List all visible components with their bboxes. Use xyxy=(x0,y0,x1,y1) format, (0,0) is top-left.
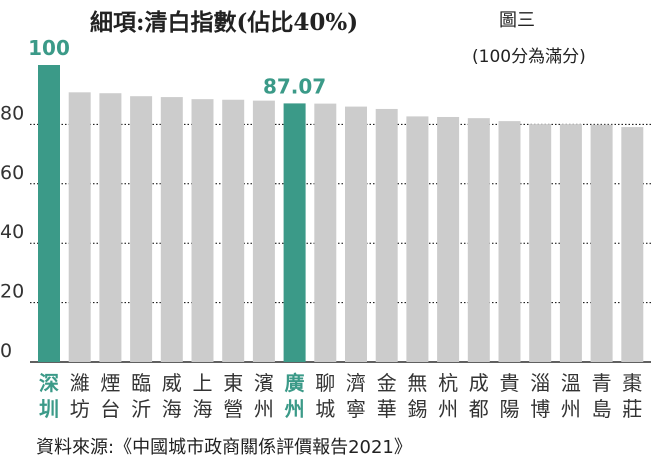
bar-聊城 xyxy=(314,103,337,363)
x-tick-label: 州 xyxy=(285,397,305,421)
y-tick-label: 20 xyxy=(0,281,24,303)
bar-上海 xyxy=(191,99,214,362)
x-tick-label: 東 xyxy=(223,371,243,395)
x-tick-label: 州 xyxy=(254,397,274,421)
y-tick-label: 0 xyxy=(0,340,12,362)
x-tick-label: 海 xyxy=(162,397,182,421)
x-tick-label: 上 xyxy=(193,371,213,395)
x-tick-label: 成 xyxy=(469,371,489,395)
x-tick-label: 深 xyxy=(39,371,59,395)
bar-廣州 xyxy=(283,103,306,362)
x-tick-label: 都 xyxy=(469,397,489,421)
bar-濰坊 xyxy=(68,92,91,362)
x-tick-label: 圳 xyxy=(39,397,59,421)
bar-煙台 xyxy=(99,93,122,362)
bar-貴陽 xyxy=(498,121,521,363)
bar-溫州 xyxy=(559,124,582,362)
bar-深圳 xyxy=(38,65,60,362)
scale-note: (100分為滿分) xyxy=(472,47,586,67)
x-tick-label: 錫 xyxy=(407,397,427,421)
x-tick-label: 寧 xyxy=(346,397,366,421)
x-tick-label: 廣 xyxy=(285,371,305,395)
x-tick-label: 濱 xyxy=(254,371,274,395)
x-tick-label: 海 xyxy=(193,397,213,421)
bar-威海 xyxy=(160,97,183,363)
source-note: 資料來源:《中國城市政商關係評價報告2021》 xyxy=(36,437,412,458)
bar-淄博 xyxy=(529,124,552,362)
bar-臨沂 xyxy=(130,96,153,362)
x-tick-label: 青 xyxy=(592,371,612,395)
data-labels: 100 87.07 xyxy=(28,36,326,98)
x-tick-label: 州 xyxy=(561,397,581,421)
x-tick-label: 杭 xyxy=(438,371,458,395)
x-tick-label: 城 xyxy=(315,397,335,421)
x-tick-label: 博 xyxy=(530,397,550,421)
data-label: 100 xyxy=(28,36,70,60)
x-tick-label: 溫 xyxy=(561,371,581,395)
y-axis-ticks: 0 20 40 60 80 xyxy=(0,102,24,362)
x-tick-label: 濟 xyxy=(346,371,366,395)
chart-title: 細項:清白指數(佔比40%) xyxy=(90,9,359,36)
x-tick-label: 台 xyxy=(100,397,120,421)
x-tick-label: 陽 xyxy=(500,397,520,421)
x-tick-label: 棗 xyxy=(622,371,642,395)
x-tick-label: 無 xyxy=(407,371,427,395)
x-tick-label: 莊 xyxy=(622,397,642,421)
bar-棗莊 xyxy=(621,127,644,362)
bar-濱州 xyxy=(252,100,275,362)
y-tick-label: 40 xyxy=(0,221,24,243)
bars xyxy=(38,65,644,363)
x-tick-label: 聊 xyxy=(315,371,335,395)
x-tick-label: 營 xyxy=(223,397,243,421)
x-tick-label: 貴 xyxy=(500,371,520,395)
x-tick-label: 金 xyxy=(377,371,397,395)
bar-東營 xyxy=(222,99,245,363)
x-tick-label: 華 xyxy=(377,397,397,421)
bar-濟寧 xyxy=(345,106,367,362)
figure-label: 圖三 xyxy=(499,10,535,31)
bar-青島 xyxy=(590,124,613,363)
y-tick-label: 60 xyxy=(0,162,24,184)
bar-無錫 xyxy=(406,116,429,362)
x-tick-label: 濰 xyxy=(70,371,90,395)
gridlines xyxy=(30,123,651,363)
x-tick-label: 州 xyxy=(438,397,458,421)
x-tick-label: 臨 xyxy=(131,371,151,395)
y-tick-label: 80 xyxy=(0,102,24,124)
x-tick-label: 威 xyxy=(162,371,182,395)
x-tick-label: 島 xyxy=(592,397,612,421)
x-tick-label: 煙 xyxy=(100,371,120,395)
x-tick-label: 沂 xyxy=(131,397,151,421)
bar-杭州 xyxy=(437,116,460,362)
bar-成都 xyxy=(467,118,490,363)
x-tick-label: 淄 xyxy=(530,371,550,395)
data-label: 87.07 xyxy=(263,74,326,98)
x-tick-label: 坊 xyxy=(70,397,90,421)
bar-金華 xyxy=(375,108,398,363)
